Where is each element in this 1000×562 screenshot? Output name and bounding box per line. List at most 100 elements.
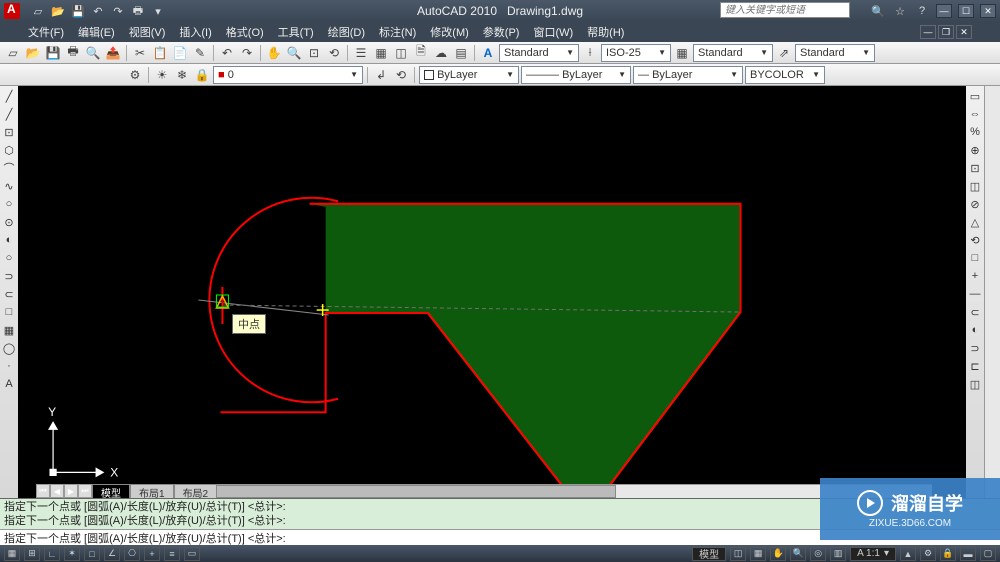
infocenter-icon[interactable]: 🔍	[870, 3, 886, 19]
showhide-sb-icon[interactable]: ▥	[830, 547, 846, 561]
preview-icon[interactable]: 🔍	[84, 44, 102, 62]
mark-icon[interactable]: ☁	[432, 44, 450, 62]
linetype-combo[interactable]: ——— ByLayer▼	[521, 66, 631, 84]
layer-lock-icon[interactable]: 🔒	[193, 66, 211, 84]
draw-tool-15[interactable]: ·	[1, 358, 17, 374]
menu-view[interactable]: 视图(V)	[129, 24, 166, 40]
dim-style-icon[interactable]: ⟊	[581, 44, 599, 62]
help-icon[interactable]: ?	[914, 3, 930, 19]
grid-toggle[interactable]: ⊞	[24, 547, 40, 561]
toolpal-icon[interactable]: ◫	[392, 44, 410, 62]
dcenter-icon[interactable]: ▦	[372, 44, 390, 62]
dyn-toggle[interactable]: +	[144, 547, 160, 561]
drawing-canvas[interactable]: X Y 中点 ⏮ ◀ ▶ ⏭ 模型 布局1 布局2	[18, 86, 966, 498]
tab-layout1[interactable]: 布局1	[130, 484, 174, 498]
clean-screen-icon[interactable]: ▢	[980, 547, 996, 561]
draw-tool-13[interactable]: ▦	[1, 322, 17, 338]
otrack-toggle[interactable]: ∠	[104, 547, 120, 561]
mleader-style-combo[interactable]: Standard▼	[795, 44, 875, 62]
lineweight-combo[interactable]: — ByLayer▼	[633, 66, 743, 84]
paste-icon[interactable]: 📄	[171, 44, 189, 62]
modify-tool-16[interactable]: ◫	[967, 376, 983, 392]
layer-props-icon[interactable]: ⚙	[126, 66, 144, 84]
ws-switch-icon[interactable]: ⚙	[920, 547, 936, 561]
lwt-toggle[interactable]: ≡	[164, 547, 180, 561]
plot-icon[interactable]: 🖶	[64, 44, 82, 62]
wheel-sb-icon[interactable]: ◎	[810, 547, 826, 561]
tab-model[interactable]: 模型	[92, 484, 130, 498]
qview-layouts-icon[interactable]: ◫	[730, 547, 746, 561]
new-icon[interactable]: ▱	[30, 3, 46, 19]
table-style-icon[interactable]: ▦	[673, 44, 691, 62]
pan-sb-icon[interactable]: ✋	[770, 547, 786, 561]
draw-tool-9[interactable]: ○	[1, 250, 17, 266]
tab-first-icon[interactable]: ⏮	[36, 484, 50, 498]
doc-restore-button[interactable]: ❐	[938, 25, 954, 39]
vertical-scrollbar[interactable]	[984, 86, 1000, 498]
tab-last-icon[interactable]: ⏭	[78, 484, 92, 498]
close-button[interactable]: ✕	[980, 4, 996, 18]
qview-dwg-icon[interactable]: ▦	[750, 547, 766, 561]
match-icon[interactable]: ✎	[191, 44, 209, 62]
sheet-icon[interactable]: 🗎	[412, 44, 430, 62]
draw-tool-3[interactable]: ⬡	[1, 142, 17, 158]
zoom-win-icon[interactable]: ⊡	[305, 44, 323, 62]
draw-tool-6[interactable]: ○	[1, 196, 17, 212]
layer-freeze-icon[interactable]: ❄	[173, 66, 191, 84]
text-style-icon[interactable]: A	[479, 44, 497, 62]
modify-tool-9[interactable]: □	[967, 250, 983, 266]
menu-param[interactable]: 参数(P)	[483, 24, 520, 40]
menu-file[interactable]: 文件(F)	[28, 24, 64, 40]
prop-icon[interactable]: ☰	[352, 44, 370, 62]
qp-toggle[interactable]: ▭	[184, 547, 200, 561]
save-file-icon[interactable]: 💾	[44, 44, 62, 62]
calc-icon[interactable]: ▤	[452, 44, 470, 62]
modify-tool-6[interactable]: ⊘	[967, 196, 983, 212]
open-icon[interactable]: 📂	[50, 3, 66, 19]
layer-state-icon[interactable]: ☀	[153, 66, 171, 84]
save-icon[interactable]: 💾	[70, 3, 86, 19]
minimize-button[interactable]: —	[936, 4, 952, 18]
modify-tool-12[interactable]: ⊂	[967, 304, 983, 320]
draw-tool-14[interactable]: ◯	[1, 340, 17, 356]
layer-make-icon[interactable]: ↲	[372, 66, 390, 84]
print-icon[interactable]: 🖶	[130, 3, 146, 19]
menu-dim[interactable]: 标注(N)	[379, 24, 416, 40]
table-style-combo[interactable]: Standard▼	[693, 44, 773, 62]
menu-help[interactable]: 帮助(H)	[587, 24, 624, 40]
draw-tool-5[interactable]: ∿	[1, 178, 17, 194]
text-style-combo[interactable]: Standard▼	[499, 44, 579, 62]
new-file-icon[interactable]: ▱	[4, 44, 22, 62]
draw-tool-12[interactable]: □	[1, 304, 17, 320]
redo-icon[interactable]: ↷	[110, 3, 126, 19]
modify-tool-5[interactable]: ◫	[967, 178, 983, 194]
modify-tool-3[interactable]: ⊕	[967, 142, 983, 158]
zoom-rt-icon[interactable]: 🔍	[285, 44, 303, 62]
anno-vis-icon[interactable]: ▲	[900, 547, 916, 561]
menu-insert[interactable]: 插入(I)	[179, 24, 211, 40]
space-toggle[interactable]: 模型	[692, 547, 726, 561]
draw-tool-1[interactable]: ╱	[1, 106, 17, 122]
draw-tool-4[interactable]: ⌒	[1, 160, 17, 176]
modify-tool-15[interactable]: ⊏	[967, 358, 983, 374]
modify-tool-2[interactable]: %	[967, 124, 983, 140]
modify-tool-0[interactable]: ▭	[967, 88, 983, 104]
osnap-toggle[interactable]: □	[84, 547, 100, 561]
layer-combo[interactable]: ■ 0▼	[213, 66, 363, 84]
undo-tb-icon[interactable]: ↶	[218, 44, 236, 62]
comm-icon[interactable]: ☆	[892, 3, 908, 19]
maximize-button[interactable]: ☐	[958, 4, 974, 18]
doc-minimize-button[interactable]: —	[920, 25, 936, 39]
cut-icon[interactable]: ✂	[131, 44, 149, 62]
snap-toggle[interactable]: ▦	[4, 547, 20, 561]
modify-tool-7[interactable]: △	[967, 214, 983, 230]
modify-tool-11[interactable]: —	[967, 286, 983, 302]
plotstyle-combo[interactable]: BYCOLOR▼	[745, 66, 825, 84]
draw-tool-10[interactable]: ⊃	[1, 268, 17, 284]
modify-tool-10[interactable]: +	[967, 268, 983, 284]
copy-icon[interactable]: 📋	[151, 44, 169, 62]
menu-edit[interactable]: 编辑(E)	[78, 24, 115, 40]
modify-tool-8[interactable]: ⟲	[967, 232, 983, 248]
draw-tool-8[interactable]: ◐	[1, 232, 17, 248]
zoom-prev-icon[interactable]: ⟲	[325, 44, 343, 62]
